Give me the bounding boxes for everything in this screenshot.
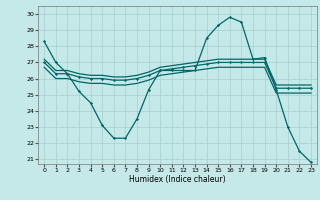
X-axis label: Humidex (Indice chaleur): Humidex (Indice chaleur) (129, 175, 226, 184)
